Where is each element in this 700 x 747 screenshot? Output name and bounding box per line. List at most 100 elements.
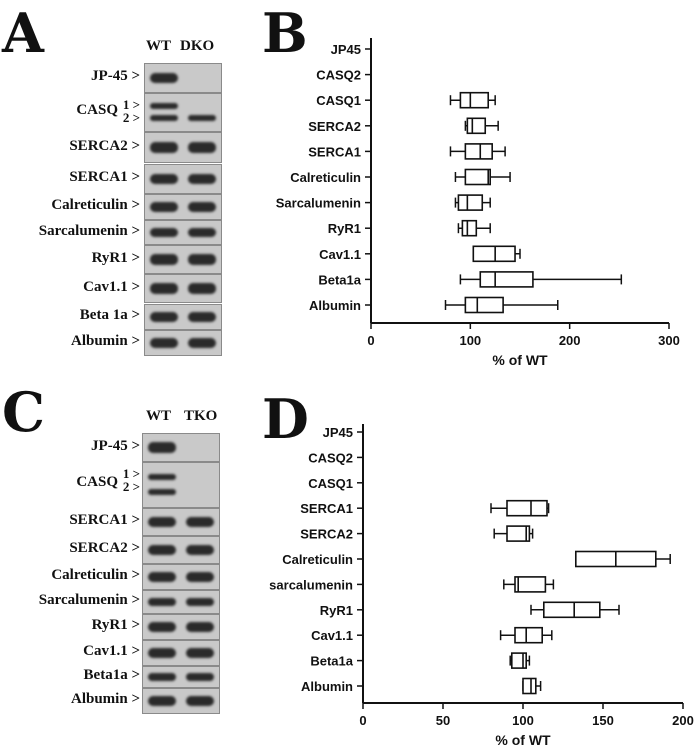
blot-row-label: RyR1 > (91, 249, 140, 266)
blot-strip (142, 688, 220, 714)
blot-strip (142, 462, 220, 508)
protein-band (188, 228, 216, 237)
category-label: RyR1 (328, 221, 361, 236)
blot-row-label: SERCA2 > (69, 540, 140, 556)
protein-band (188, 283, 216, 294)
blot-row-label: Sarcalumenin > (38, 222, 140, 239)
protein-band (148, 673, 176, 681)
box-iqr (472, 245, 516, 263)
protein-band (188, 254, 216, 265)
protein-band (150, 312, 178, 322)
blot-row-sublabel: 2 > (122, 110, 140, 125)
protein-band (148, 648, 176, 658)
blot-row-sublabel: 2 > (122, 479, 140, 494)
panel-letter-c: C (2, 380, 45, 444)
lane-header: WT (146, 408, 172, 424)
blot-strip (144, 194, 222, 220)
category-label: Cav1.1 (319, 247, 361, 262)
protein-band (148, 622, 176, 632)
blot-row-label: Beta1a > (83, 667, 140, 683)
blot-strip (144, 304, 222, 330)
protein-band (148, 442, 176, 453)
x-axis-title: % of WT (492, 352, 548, 368)
blot-strip (142, 640, 220, 666)
panel-letter-b: B (262, 1, 308, 65)
blot-row-label: SERCA1 > (69, 169, 140, 185)
protein-band (188, 338, 216, 348)
protein-band (186, 673, 214, 681)
blot-strip (142, 433, 220, 462)
blot-strip (144, 63, 222, 93)
blot-strip (142, 614, 220, 640)
lane-header: TKO (184, 408, 218, 424)
x-tick-label: 200 (559, 333, 581, 348)
blot-row-sublabel: 1 > (122, 97, 140, 112)
blot-row-label: CASQ (76, 101, 118, 118)
protein-band (148, 696, 176, 706)
protein-band (150, 202, 178, 212)
protein-band (150, 338, 178, 348)
protein-band (148, 489, 176, 496)
protein-band (150, 173, 178, 185)
protein-band (150, 102, 178, 109)
protein-band (186, 597, 214, 607)
x-tick-label: 300 (658, 333, 680, 348)
protein-band (186, 572, 214, 582)
lane-header: WT (146, 38, 172, 54)
x-tick-label: 100 (459, 333, 481, 348)
blot-strip (144, 132, 222, 163)
category-label: SERCA2 (308, 119, 361, 134)
blot-strip (144, 245, 222, 274)
blot-row-label: Albumin > (71, 333, 140, 349)
category-label: SERCA1 (308, 144, 361, 159)
protein-band (188, 312, 216, 322)
protein-band (150, 254, 178, 265)
category-label: Beta1a (318, 272, 361, 287)
category-label: Calreticulin (290, 170, 361, 185)
blot-strip (144, 274, 222, 303)
protein-band (186, 648, 214, 658)
lane-header: DKO (180, 38, 215, 54)
protein-band (150, 141, 178, 153)
blot-row-label: Calreticulin > (51, 197, 140, 213)
box-iqr (466, 117, 487, 135)
protein-band (188, 141, 216, 153)
blot-row-label: Cav1.1 > (83, 643, 140, 659)
x-tick-label: 0 (367, 333, 374, 348)
protein-band (148, 572, 176, 582)
panel-letter-a: A (2, 1, 44, 65)
category-label: CASQ1 (316, 93, 361, 108)
panel-letter-d: D (262, 387, 309, 451)
box-iqr (461, 219, 478, 237)
box-iqr (479, 271, 534, 288)
blot-strip (142, 536, 220, 564)
blot-row-label: JP-45 > (91, 68, 140, 84)
blot-strip (144, 164, 222, 194)
protein-band (188, 115, 216, 122)
blot-strip (142, 564, 220, 590)
blot-row-label: Cav1.1 > (83, 278, 140, 295)
blot-strip (142, 508, 220, 536)
protein-band (148, 474, 176, 481)
box-iqr (459, 91, 490, 109)
protein-band (148, 517, 176, 527)
protein-band (188, 202, 216, 212)
blot-row-label: Sarcalumenin > (38, 592, 140, 608)
blot-row-label: Beta 1a > (79, 307, 140, 323)
category-label: Sarcalumenin (276, 196, 361, 211)
category-label: JP45 (331, 42, 361, 57)
blot-row-label: Albumin > (71, 691, 140, 707)
blot-row-label: RyR1 > (91, 617, 140, 633)
blot-strip (144, 93, 222, 132)
protein-band (188, 173, 216, 185)
protein-band (186, 545, 214, 555)
protein-band (150, 283, 178, 294)
category-label: Albumin (309, 298, 361, 313)
box-iqr (464, 143, 493, 160)
blot-row-sublabel: 1 > (122, 466, 140, 481)
protein-band (186, 622, 214, 632)
protein-band (150, 72, 178, 84)
category-label: CASQ2 (316, 68, 361, 83)
protein-band (150, 115, 178, 122)
